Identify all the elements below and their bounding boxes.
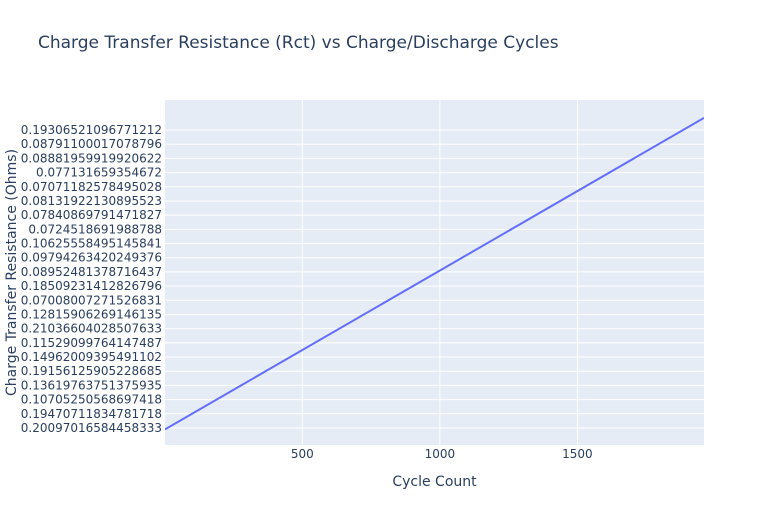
y-tick-label: 0.08131922130895523: [21, 194, 162, 208]
y-tick-label: 0.08881959919920622: [21, 151, 162, 165]
y-tick-label: 0.14962009395491102: [21, 350, 162, 364]
y-tick-label: 0.07008007271526831: [21, 293, 162, 307]
y-tick-label: 0.08952481378716437: [21, 265, 162, 279]
y-axis-title: Charge Transfer Resistance (Ohms): [4, 149, 20, 396]
y-tick-label: 0.11529099764147487: [21, 336, 162, 350]
y-tick-label: 0.19156125905228685: [21, 364, 162, 378]
y-tick-label: 0.19470711834781718: [21, 407, 162, 421]
y-tick-label: 0.18509231412826796: [21, 279, 162, 293]
y-tick-label: 0.077131659354672: [36, 166, 162, 180]
series-line: [165, 117, 704, 431]
y-tick-label: 0.09794263420249376: [21, 251, 162, 265]
y-tick-label: 0.07840869791471827: [21, 208, 162, 222]
y-tick-label: 0.21036604028507633: [21, 322, 162, 336]
y-tick-label: 0.19306521096771212: [21, 123, 162, 137]
x-tick-label: 500: [291, 447, 314, 461]
y-tick-label: 0.0724518691988788: [28, 222, 162, 236]
y-tick-label: 0.10625558495145841: [21, 237, 162, 251]
y-tick-label: 0.07071182578495028: [21, 180, 162, 194]
y-tick-label: 0.13619763751375935: [21, 378, 162, 392]
y-tick-label: 0.10705250568697418: [21, 393, 162, 407]
y-tick-label: 0.08791100017078796: [21, 137, 162, 151]
chart-title: Charge Transfer Resistance (Rct) vs Char…: [38, 33, 559, 53]
x-tick-label: 1000: [425, 447, 456, 461]
y-tick-label: 0.20097016584458333: [21, 421, 162, 435]
x-tick-label: 1500: [562, 447, 593, 461]
x-axis-title: Cycle Count: [392, 474, 477, 490]
y-tick-label: 0.12815906269146135: [21, 307, 162, 321]
